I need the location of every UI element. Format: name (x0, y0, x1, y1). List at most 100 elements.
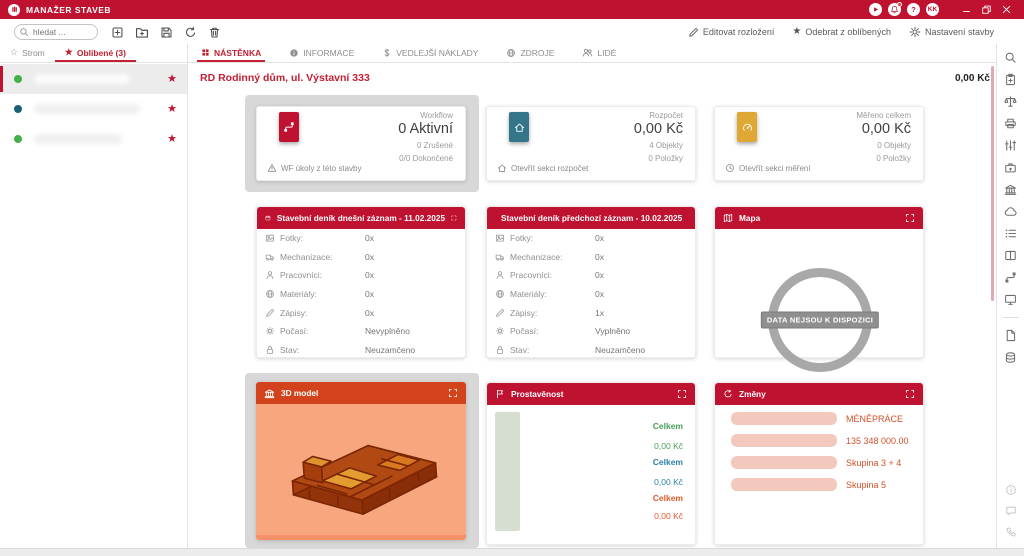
map-icon (723, 213, 733, 223)
kpi-category: Rozpočet (649, 111, 683, 120)
bank-icon[interactable] (1004, 183, 1017, 196)
grid-icon (201, 48, 210, 57)
favorite-star-icon[interactable]: ★ (167, 102, 177, 115)
tab-zdroje[interactable]: ZDROJE (502, 45, 558, 62)
photo-icon (495, 233, 505, 243)
widget-title: Změny (739, 389, 766, 399)
status-dot (14, 105, 22, 113)
briefcase-icon[interactable] (1004, 161, 1017, 174)
change-row[interactable]: MÉNĚPRÁCE (731, 412, 903, 425)
expand-icon[interactable] (905, 213, 915, 223)
expand-icon[interactable] (677, 389, 687, 399)
close-button[interactable] (1001, 4, 1012, 15)
monitor-icon[interactable] (1004, 293, 1017, 306)
change-row[interactable]: 135 348 000.00 (731, 434, 909, 447)
project-item[interactable]: ★ (0, 64, 187, 94)
star-outline-icon: ☆ (10, 47, 19, 57)
rozpocet-card[interactable]: Rozpočet 0,00 Kč 4 Objekty 0 Položky Ote… (486, 106, 696, 181)
tab-vedlejsi-naklady[interactable]: VEDLEJŠÍ NÁKLADY (378, 45, 482, 62)
widget-header: Prostavěnost (487, 383, 695, 405)
tab-nastenka[interactable]: NÁSTĚNKA (197, 45, 266, 62)
project-item[interactable]: ★ (0, 124, 187, 154)
remove-favorite-button[interactable]: ★ Odebrat z oblíbených (792, 26, 891, 38)
change-row[interactable]: Skupina 3 + 4 (731, 456, 901, 469)
bell-icon[interactable] (888, 2, 902, 16)
sun-icon (495, 326, 505, 336)
legend-value: 0,00 Kč (654, 441, 683, 451)
project-name-redacted (34, 104, 140, 114)
favorite-star-icon[interactable]: ★ (167, 72, 177, 85)
vertical-scrollbar[interactable] (991, 66, 994, 301)
expand-icon[interactable] (905, 389, 915, 399)
favorite-star-icon[interactable]: ★ (167, 132, 177, 145)
file-icon[interactable] (1004, 329, 1017, 342)
photo-icon (265, 233, 275, 243)
info-icon (289, 48, 299, 58)
kpi-line: 4 Objekty (649, 141, 683, 150)
widget-header: Mapa (715, 207, 923, 229)
trash-icon[interactable] (208, 26, 221, 39)
search-icon (19, 27, 29, 37)
lock-icon (495, 345, 505, 355)
project-item[interactable]: ★ (0, 94, 187, 124)
workflow-card[interactable]: Workflow 0 Aktivní 0 Zrušené 0/0 Dokonče… (256, 106, 466, 181)
star-icon: ★ (792, 26, 802, 37)
widget-title: Stavební deník předchozí záznam - 10.02.… (501, 213, 683, 223)
edit-layout-button[interactable]: Editovat rozložení (688, 27, 774, 38)
refresh-icon[interactable] (184, 26, 197, 39)
database-icon[interactable] (1004, 351, 1017, 364)
workflow-footer-link[interactable]: WF úkoly z této stavby (267, 163, 361, 173)
folder-add-icon[interactable] (135, 25, 149, 39)
tab-strom[interactable]: ☆ Strom (10, 47, 45, 58)
tab-oblibene[interactable]: ★ Oblíbené (3) (54, 45, 136, 62)
open-measuring-link[interactable]: Otevřít sekci měření (725, 163, 811, 173)
title-bar: MANAŽER STAVEB ? KK (0, 0, 1024, 19)
widget-header: Změny (715, 383, 923, 405)
info-icon[interactable] (1005, 484, 1017, 496)
save-icon[interactable] (160, 26, 173, 39)
project-settings-button[interactable]: Nastavení stavby (909, 26, 994, 38)
model3d-widget[interactable]: 3D model (256, 382, 466, 540)
video-icon[interactable] (869, 3, 882, 16)
phone-icon[interactable] (1005, 526, 1017, 538)
star-icon: ★ (64, 47, 73, 57)
globe-icon (495, 289, 505, 299)
workflow-icon[interactable] (1004, 271, 1017, 284)
search-input[interactable] (14, 24, 98, 40)
expand-icon[interactable] (448, 388, 458, 398)
panels-icon[interactable] (1004, 249, 1017, 262)
gauge-icon (737, 112, 757, 142)
cloud-icon[interactable] (1004, 205, 1017, 218)
tab-lide[interactable]: LIDÉ (578, 45, 620, 62)
scales-icon[interactable] (1004, 95, 1017, 108)
tune-icon[interactable] (1004, 139, 1017, 152)
model3d-viewport[interactable] (256, 404, 466, 540)
clock-icon (725, 163, 735, 173)
horizontal-scrollbar[interactable] (0, 548, 1024, 556)
bank-icon (264, 388, 275, 399)
expand-icon[interactable] (451, 213, 457, 223)
change-bar (731, 456, 837, 469)
list-icon[interactable] (1004, 227, 1017, 240)
open-budget-link[interactable]: Otevřít sekci rozpočet (497, 163, 588, 173)
search-icon[interactable] (1004, 51, 1017, 64)
kpi-line: 0 Objekty (877, 141, 911, 150)
mereno-card[interactable]: Měřeno celkem 0,00 Kč 0 Objekty 0 Položk… (714, 106, 924, 181)
add-icon[interactable] (111, 26, 124, 39)
clipboard-add-icon[interactable] (1004, 73, 1017, 86)
status-dot (14, 135, 22, 143)
progress-bar (495, 412, 520, 531)
avatar[interactable]: KK (926, 3, 939, 16)
legend-label: Celkem (652, 421, 683, 431)
chat-icon[interactable] (1005, 505, 1017, 517)
change-row[interactable]: Skupina 5 (731, 478, 886, 491)
project-list: ★ ★ ★ (0, 64, 187, 548)
minimize-button[interactable] (961, 4, 972, 15)
tab-informace[interactable]: INFORMACE (285, 45, 358, 62)
legend-label: Celkem (652, 493, 683, 503)
restore-button[interactable] (981, 4, 992, 15)
printer-icon[interactable] (1004, 117, 1017, 130)
help-icon[interactable]: ? (907, 3, 920, 16)
legend-label: Celkem (652, 457, 683, 467)
sidebar-tabs: ☆ Strom ★ Oblíbené (3) (0, 45, 187, 63)
